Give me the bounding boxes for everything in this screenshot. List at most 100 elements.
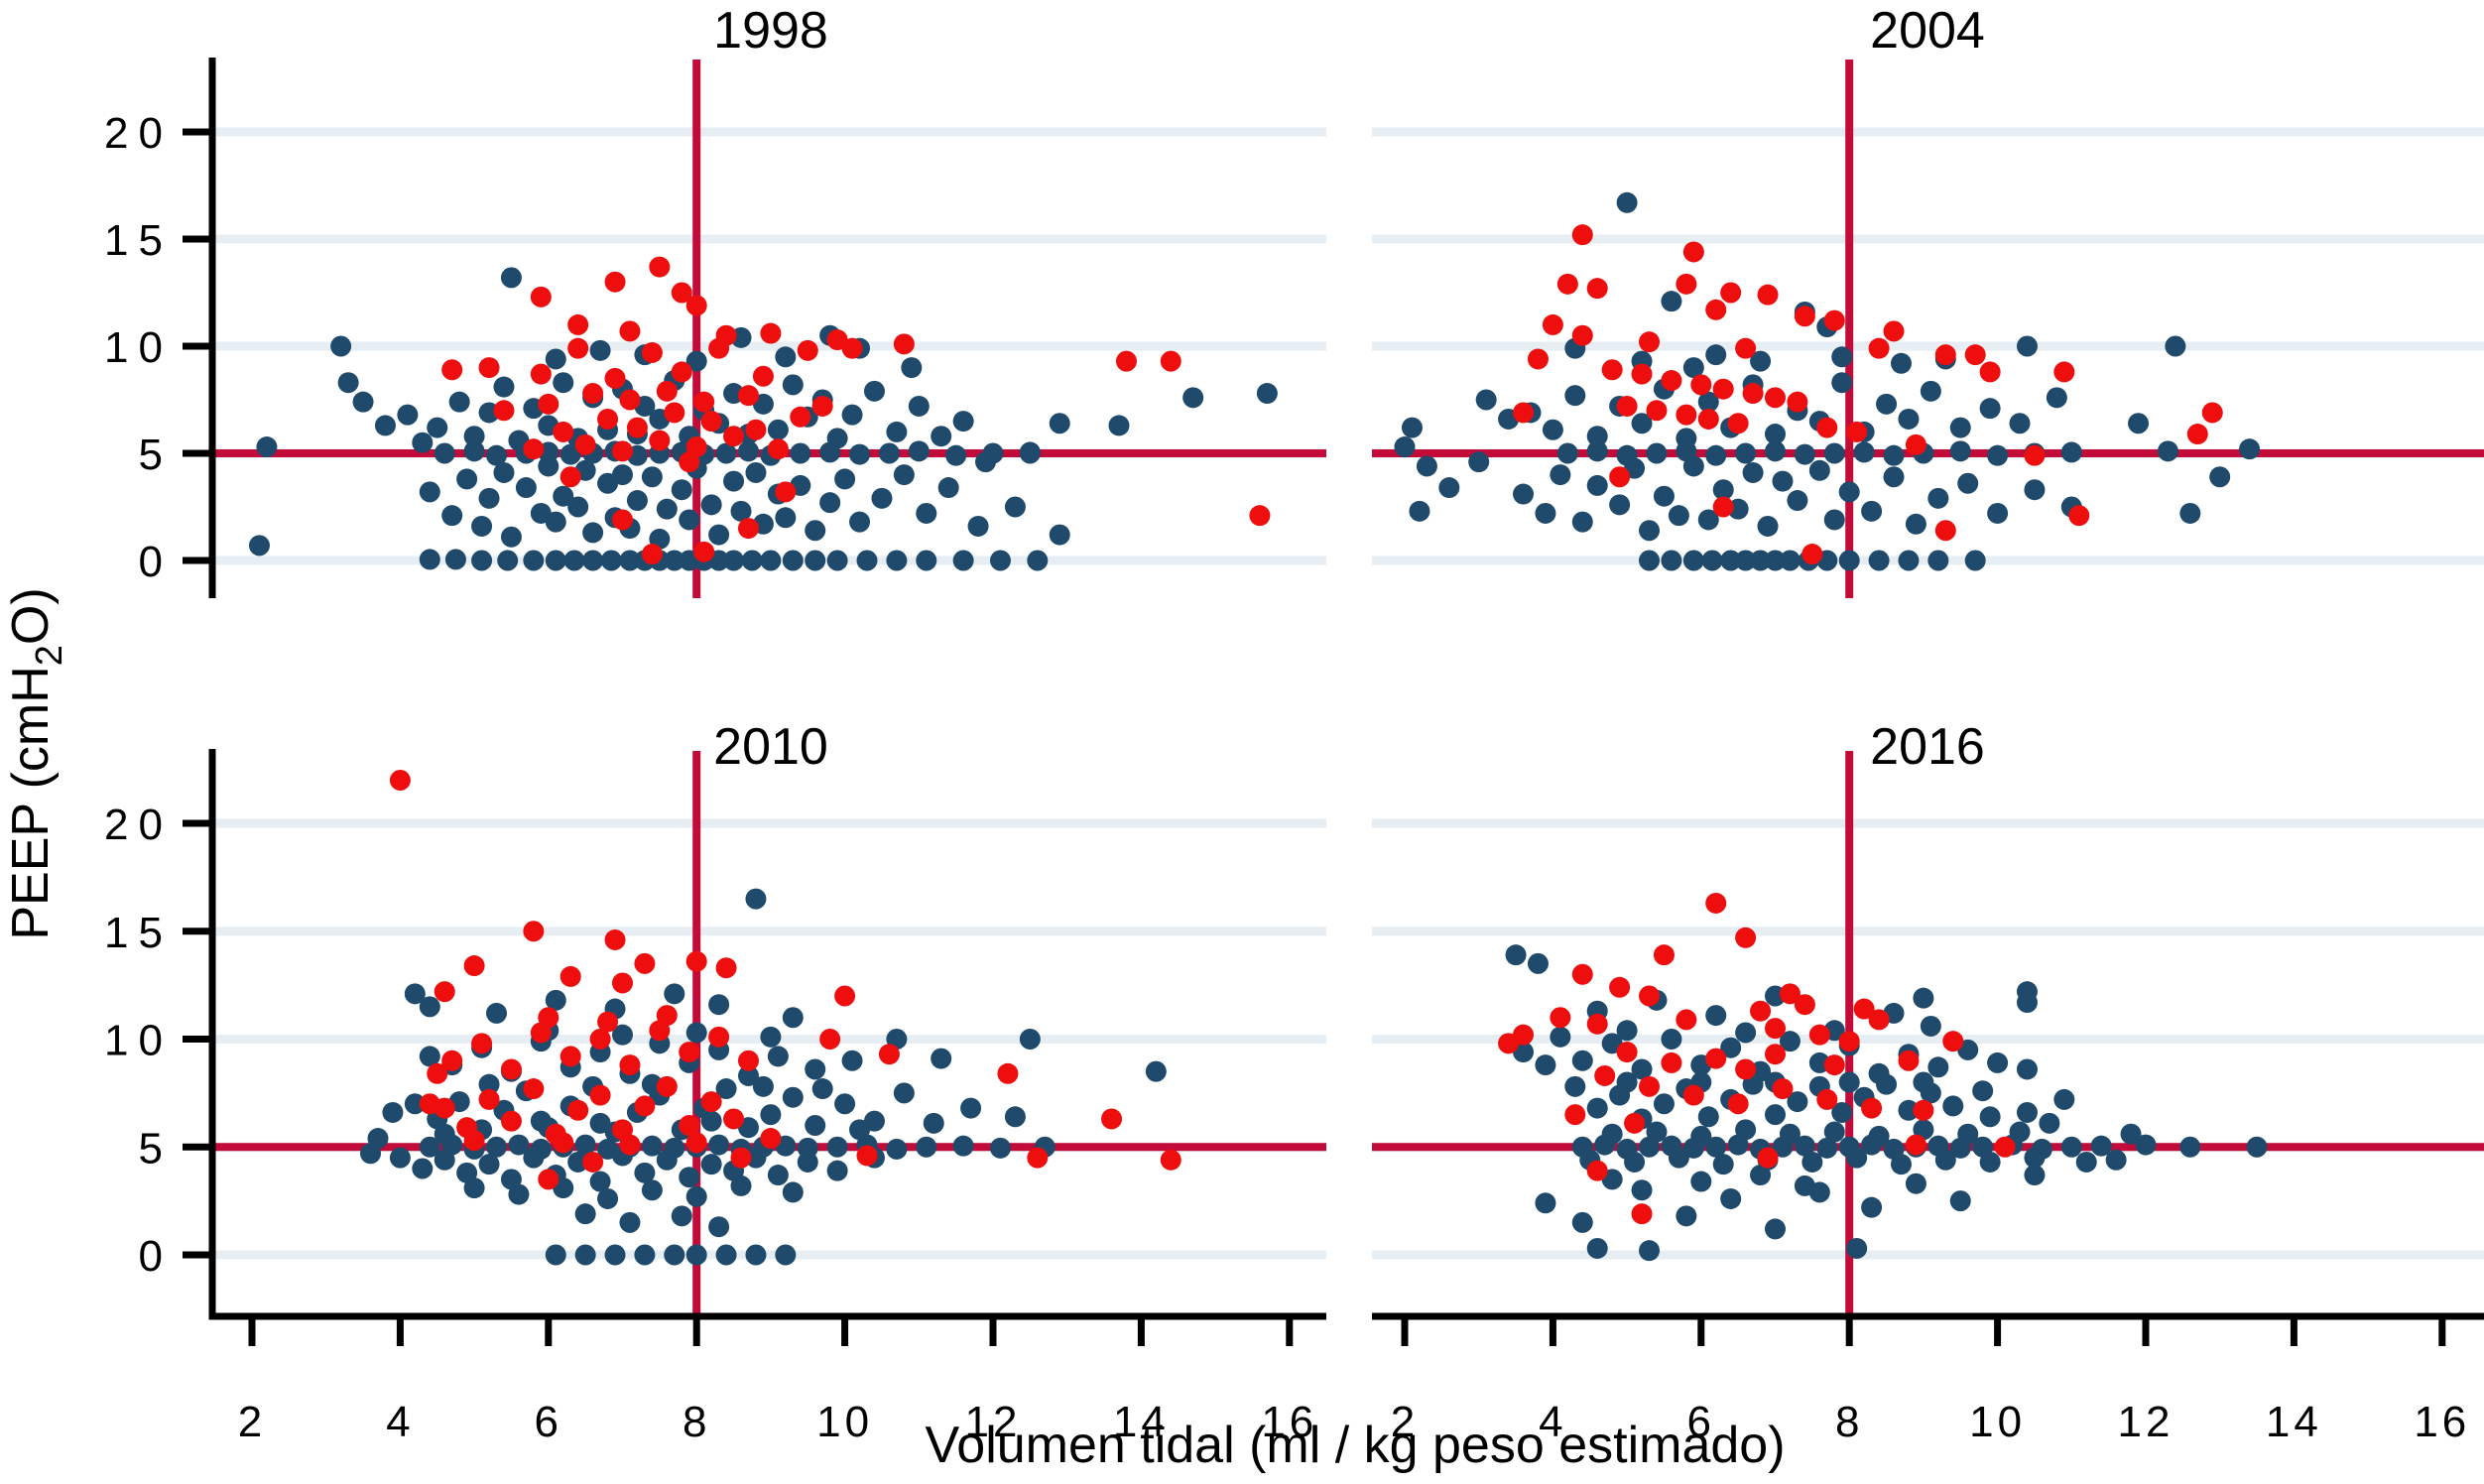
data-point-navy [708,1134,730,1156]
data-point-red [1905,433,1926,455]
x-tick-label: 14 [2266,1398,2322,1446]
panel-title-2004: 2004 [1870,2,1985,60]
data-point-navy [444,549,466,570]
data-point-navy [826,1136,848,1158]
data-point-red [619,1054,641,1076]
data-point-navy [1964,550,1986,571]
data-point-navy [2024,1165,2046,1186]
data-point-red [752,365,774,387]
data-point-navy [737,1064,759,1086]
data-point-red [1609,976,1631,998]
data-point-navy [1401,417,1423,438]
data-point-navy [493,461,515,483]
data-point-navy [1846,1237,1868,1259]
data-point-navy [523,550,545,571]
data-point-navy [471,515,493,537]
data-point-navy [612,1024,633,1046]
data-point-navy [1794,1175,1815,1196]
data-point-navy [1779,1031,1801,1052]
data-point-navy [1535,502,1556,524]
data-point-red [745,419,767,440]
data-point-red [700,1091,722,1113]
data-point-navy [2009,413,2031,434]
data-point-navy [1108,415,1130,436]
data-point-navy [708,1216,730,1238]
ref-line-vertical [1845,60,1854,598]
data-point-red [1705,299,1727,320]
data-point-red [1712,496,1734,518]
data-point-navy [1934,1149,1956,1171]
data-point-navy [604,1244,626,1266]
data-point-navy [826,1160,848,1181]
data-point-navy [2239,438,2261,460]
x-tick-label: 16 [2414,1398,2470,1446]
data-point-navy [1794,1135,1815,1157]
data-point-navy [1949,1190,1971,1212]
data-point-navy [805,1058,826,1080]
data-point-red [1979,361,2001,383]
data-point-red [567,313,589,335]
data-point-red [1905,1134,1926,1156]
data-point-red [1794,994,1815,1016]
data-point-navy [886,1138,908,1160]
gridline [215,927,1326,936]
data-point-navy [1394,436,1416,458]
data-point-navy [1801,1151,1823,1173]
data-point-red [671,361,692,383]
data-point-red [604,928,626,950]
data-point-red [1609,466,1631,488]
data-point-navy [1972,1080,1994,1102]
data-point-navy [1846,1147,1868,1169]
data-point-navy [1682,550,1704,571]
x-tick [1401,1319,1409,1346]
panels-layer: 0 5 10 15 20 0 5 10 15 20 2 4 6 8 10 12 14 16 2 4 6 8 10 12 14 16 [104,58,2484,1446]
data-point-red [1160,350,1181,372]
data-point-red [693,541,715,562]
data-point-navy [1631,1058,1653,1080]
data-point-navy [1927,1056,1949,1078]
data-point-navy [256,436,278,458]
data-point-red [1934,520,1956,542]
data-point-navy [1949,417,1971,438]
panel-title-1998: 1998 [713,2,828,60]
data-point-navy [456,468,478,490]
data-point-navy [1049,413,1070,434]
data-point-navy [1609,494,1631,516]
data-point-red [641,544,663,565]
data-point-navy [330,335,352,357]
data-point-red [649,256,671,278]
data-point-navy [1883,466,1905,488]
data-point-navy [805,550,826,571]
data-point-red [2186,424,2208,445]
data-point-navy [641,1135,663,1157]
data-point-navy [679,509,700,531]
data-point-navy [1697,1106,1719,1128]
data-point-navy [671,1205,692,1227]
data-point-navy [745,461,767,483]
data-point-navy [412,1158,434,1179]
data-point-navy [1913,987,1934,1009]
data-point-navy [1697,391,1719,413]
data-point-red [619,389,641,411]
data-point-navy [2209,466,2231,488]
data-point-navy [545,1244,566,1266]
data-point-navy [1586,426,1608,447]
data-point-red [434,981,455,1003]
data-point-navy [2039,1112,2060,1134]
y-axis-label-tail: O) [2,587,60,645]
y-tick [183,556,209,564]
data-point-navy [1927,550,1949,571]
gridline [1372,1035,2484,1044]
data-point-navy [434,1149,455,1171]
data-point-navy [2009,1121,2031,1143]
y-axis-line [208,58,216,598]
data-point-navy [530,1110,552,1132]
data-point-red [1639,985,1661,1007]
data-point-navy [2024,479,2046,501]
data-point-navy [1409,500,1430,522]
data-point-navy [1256,383,1278,405]
data-point-red [693,391,715,413]
data-point-navy [700,1110,722,1132]
data-point-navy [486,1002,508,1024]
data-point-navy [916,502,937,524]
